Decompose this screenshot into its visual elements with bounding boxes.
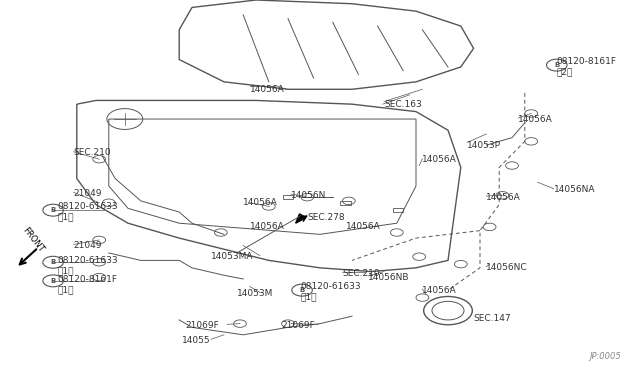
Text: 21069F: 21069F — [186, 321, 220, 330]
Text: 08120-61633
（1）: 08120-61633 （1） — [58, 202, 118, 222]
Text: 08120-8161F
（1）: 08120-8161F （1） — [58, 275, 118, 294]
Text: 14053M: 14053M — [237, 289, 273, 298]
Text: SEC.210: SEC.210 — [342, 269, 380, 278]
Text: 14056N: 14056N — [291, 191, 326, 200]
Text: SEC.210: SEC.210 — [74, 148, 111, 157]
Text: B: B — [51, 207, 56, 213]
Text: B: B — [51, 278, 56, 284]
Text: 08120-61633
（1）: 08120-61633 （1） — [58, 256, 118, 276]
Text: SEC.163: SEC.163 — [384, 100, 422, 109]
Text: 14056A: 14056A — [518, 115, 553, 124]
Text: 14056A: 14056A — [422, 155, 457, 164]
Text: 14056A: 14056A — [486, 193, 521, 202]
Text: JP:0005: JP:0005 — [589, 352, 621, 361]
Text: FRONT: FRONT — [21, 226, 45, 254]
Text: 14056NC: 14056NC — [486, 263, 528, 272]
Bar — [283, 195, 293, 199]
Text: B: B — [300, 287, 305, 293]
Text: 21069F: 21069F — [282, 321, 316, 330]
Text: SEC.278: SEC.278 — [307, 213, 345, 222]
Text: 08120-8161F
（2）: 08120-8161F （2） — [557, 57, 617, 77]
Polygon shape — [296, 214, 306, 223]
Text: 14053MA: 14053MA — [211, 252, 253, 261]
Text: B: B — [554, 62, 559, 68]
Bar — [393, 208, 403, 212]
Text: 14056NB: 14056NB — [368, 273, 410, 282]
Text: 14056A: 14056A — [346, 222, 380, 231]
Text: 14053P: 14053P — [467, 141, 501, 150]
Text: SEC.147: SEC.147 — [474, 314, 511, 323]
Text: 08120-61633
（1）: 08120-61633 （1） — [301, 282, 362, 302]
Text: 14056A: 14056A — [422, 286, 457, 295]
Bar — [340, 201, 351, 205]
Text: 14056A: 14056A — [250, 222, 284, 231]
Text: 21049: 21049 — [74, 241, 102, 250]
Text: 14056A: 14056A — [243, 198, 278, 207]
Text: 21049: 21049 — [74, 189, 102, 198]
Text: 14056NA: 14056NA — [554, 185, 595, 194]
Text: 14056A: 14056A — [250, 85, 284, 94]
Text: 14055: 14055 — [182, 336, 211, 345]
Text: B: B — [51, 259, 56, 265]
